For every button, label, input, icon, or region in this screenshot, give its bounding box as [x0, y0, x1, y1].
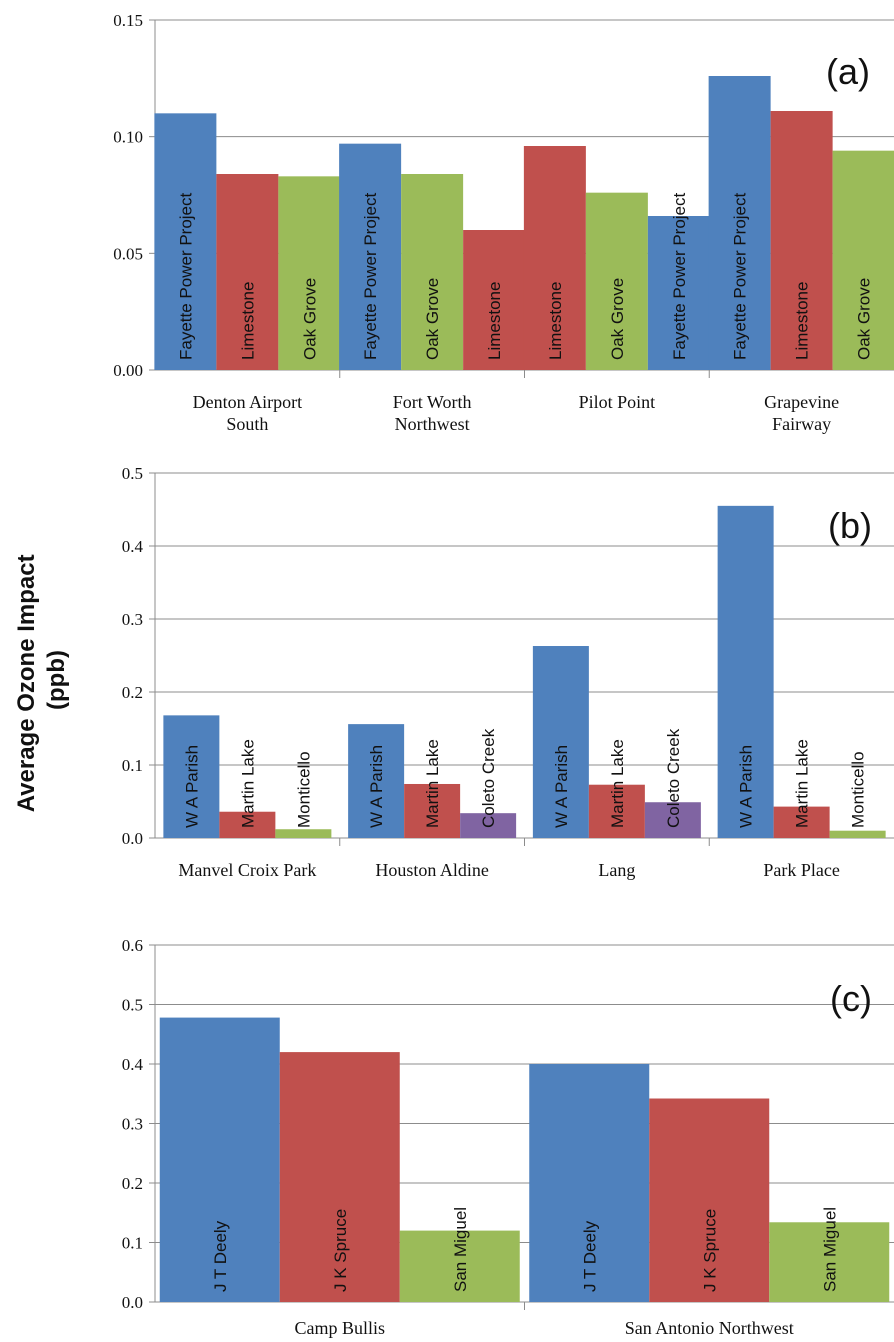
y-tick-label: 0.5 [122, 464, 143, 483]
bar [829, 830, 886, 838]
bar [463, 230, 526, 370]
bar-label: W A Parish [552, 745, 571, 828]
bar [717, 505, 774, 838]
y-axis-title-line-1: Average Ozone Impact [13, 554, 40, 812]
bar-label: Martin Lake [608, 739, 627, 828]
bar-label: J K Spruce [700, 1209, 719, 1292]
category-label: Camp Bullis [294, 1318, 385, 1338]
y-tick-label: 0.1 [122, 1234, 143, 1253]
bar-label: Monticello [849, 751, 868, 828]
category-label: Manvel Croix Park [178, 860, 316, 880]
bar-label: Fayette Power Project [361, 192, 380, 360]
bar [159, 1017, 280, 1302]
y-tick-label: 0.2 [122, 683, 143, 702]
y-tick-label: 0.6 [122, 936, 143, 955]
bar-label: Oak Grove [423, 278, 442, 360]
panel-label: (b) [828, 505, 872, 546]
category-label: Lang [598, 860, 635, 880]
bar-label: Limestone [793, 282, 812, 360]
bar-label: W A Parish [737, 745, 756, 828]
bar-label: Fayette Power Project [731, 192, 750, 360]
category-label: Grapevine [764, 392, 839, 412]
bar [532, 646, 589, 838]
bar [832, 150, 894, 370]
y-tick-label: 0.4 [122, 1055, 144, 1074]
bar [649, 1098, 770, 1302]
bar-label: J T Deely [580, 1220, 599, 1292]
bar [769, 1222, 890, 1302]
bar [644, 802, 701, 838]
bar [401, 174, 464, 370]
bar [348, 724, 405, 838]
y-tick-label: 0.05 [113, 244, 143, 263]
y-axis-title: Average Ozone Impact (ppb) [13, 548, 70, 813]
bar [770, 111, 833, 370]
y-axis-title-line-2: (ppb) [43, 650, 70, 710]
bar-label: Oak Grove [855, 278, 874, 360]
y-tick-label: 0.0 [122, 1293, 143, 1312]
bar [647, 216, 710, 370]
bar-label: Limestone [238, 282, 257, 360]
y-tick-label: 0.3 [122, 1115, 143, 1134]
y-tick-label: 0.2 [122, 1174, 143, 1193]
bar [460, 813, 517, 838]
bar-label: Martin Lake [238, 739, 257, 828]
bar-label: Martin Lake [423, 739, 442, 828]
bar [219, 811, 276, 838]
category-label: Denton Airport [193, 392, 303, 412]
bar-label: Limestone [546, 282, 565, 360]
bar [529, 1064, 650, 1302]
y-tick-label: 0.4 [122, 537, 144, 556]
bar-label: Oak Grove [608, 278, 627, 360]
bar [339, 143, 402, 370]
category-label: Pilot Point [579, 392, 656, 412]
bar [585, 192, 648, 370]
bar-label: Oak Grove [300, 278, 319, 360]
bar [404, 783, 461, 838]
y-tick-label: 0.5 [122, 996, 143, 1015]
bar-label: J K Spruce [331, 1209, 350, 1292]
bar-label: Limestone [485, 282, 504, 360]
bar-label: San Miguel [820, 1207, 839, 1292]
bar [399, 1230, 520, 1302]
y-tick-label: 0.0 [122, 829, 143, 848]
bar [523, 146, 586, 370]
y-tick-label: 0.15 [113, 11, 143, 30]
bar [278, 176, 341, 370]
bar [275, 829, 332, 838]
category-label: South [226, 414, 268, 434]
panel-label: (c) [830, 978, 872, 1019]
bar-label: W A Parish [182, 745, 201, 828]
bar-label: San Miguel [451, 1207, 470, 1292]
category-label: Fort Worth [393, 392, 472, 412]
panel-label: (a) [826, 51, 870, 92]
bar [588, 784, 645, 838]
bar-label: Monticello [294, 751, 313, 828]
bar [154, 113, 217, 370]
bar-label: J T Deely [211, 1220, 230, 1292]
bar [163, 715, 220, 838]
y-tick-label: 0.00 [113, 361, 143, 380]
bar-label: Coleto Creek [479, 728, 498, 828]
y-tick-label: 0.3 [122, 610, 143, 629]
y-tick-label: 0.1 [122, 756, 143, 775]
bar-label: W A Parish [367, 745, 386, 828]
category-label: Northwest [395, 414, 470, 434]
bar-label: Coleto Creek [664, 728, 683, 828]
bar-label: Martin Lake [793, 739, 812, 828]
category-label: San Antonio Northwest [625, 1318, 794, 1338]
bar-label: Fayette Power Project [176, 192, 195, 360]
category-label: Houston Aldine [375, 860, 489, 880]
bar [773, 806, 830, 838]
bar-label: Fayette Power Project [670, 192, 689, 360]
bar [279, 1052, 400, 1302]
category-label: Fairway [772, 414, 831, 434]
category-label: Park Place [763, 860, 839, 880]
bar [216, 174, 279, 370]
bar [708, 76, 771, 370]
y-tick-label: 0.10 [113, 128, 143, 147]
